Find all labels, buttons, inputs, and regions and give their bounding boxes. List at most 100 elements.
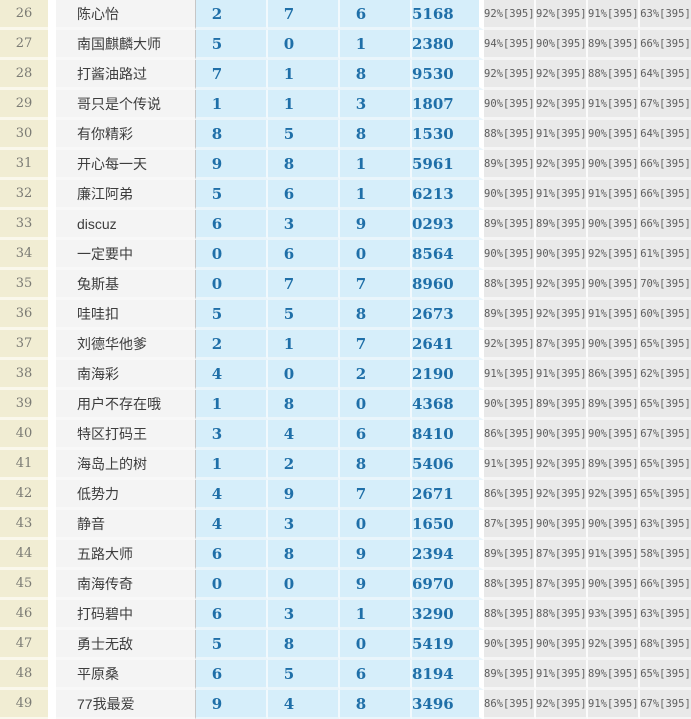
digit-cell: 9: [268, 480, 340, 510]
digit-cell: 1: [268, 60, 340, 90]
percent-cell: 67%[395]: [640, 420, 691, 450]
rank-cell: 37: [0, 330, 48, 360]
percent-cell: 89%[395]: [536, 390, 588, 420]
percent-cell: 90%[395]: [536, 30, 588, 60]
username-cell: 南海传奇: [56, 570, 196, 600]
digit-cell: 8: [268, 540, 340, 570]
digit-cell: 7: [340, 270, 412, 300]
number-cell: 8194: [412, 660, 484, 690]
number-cell: 2190: [412, 360, 484, 390]
table-row: 41 海岛上的树 1 2 8 5406 91%[395] 92%[395] 89…: [0, 450, 691, 480]
percent-cell: 90%[395]: [484, 90, 536, 120]
rank-cell: 34: [0, 240, 48, 270]
column-gap: [48, 540, 56, 570]
rank-cell: 48: [0, 660, 48, 690]
percent-cell: 91%[395]: [484, 360, 536, 390]
digit-cell: 3: [340, 90, 412, 120]
rank-cell: 38: [0, 360, 48, 390]
percent-cell: 65%[395]: [640, 390, 691, 420]
digit-cell: 3: [268, 510, 340, 540]
column-gap: [48, 360, 56, 390]
table-row: 31 开心每一天 9 8 1 5961 89%[395] 92%[395] 90…: [0, 150, 691, 180]
percent-cell: 87%[395]: [484, 510, 536, 540]
username-cell: 特区打码王: [56, 420, 196, 450]
percent-cell: 93%[395]: [588, 600, 640, 630]
column-gap: [48, 120, 56, 150]
percent-cell: 92%[395]: [536, 0, 588, 30]
username-cell: 开心每一天: [56, 150, 196, 180]
digit-cell: 8: [340, 690, 412, 719]
username-cell: 有你精彩: [56, 120, 196, 150]
digit-cell: 0: [268, 570, 340, 600]
percent-cell: 90%[395]: [536, 420, 588, 450]
username-cell: 打酱油路过: [56, 60, 196, 90]
digit-cell: 0: [340, 510, 412, 540]
percent-cell: 91%[395]: [588, 0, 640, 30]
percent-cell: 90%[395]: [536, 240, 588, 270]
percent-cell: 92%[395]: [536, 150, 588, 180]
percent-cell: 91%[395]: [588, 540, 640, 570]
table-row: 44 五路大师 6 8 9 2394 89%[395] 87%[395] 91%…: [0, 540, 691, 570]
digit-cell: 3: [268, 210, 340, 240]
percent-cell: 89%[395]: [588, 660, 640, 690]
username-cell: 一定要中: [56, 240, 196, 270]
number-cell: 1530: [412, 120, 484, 150]
digit-cell: 8: [268, 390, 340, 420]
percent-cell: 91%[395]: [588, 690, 640, 719]
column-gap: [48, 330, 56, 360]
digit-cell: 8: [340, 120, 412, 150]
percent-cell: 88%[395]: [536, 600, 588, 630]
digit-cell: 8: [340, 300, 412, 330]
digit-cell: 5: [196, 300, 268, 330]
digit-cell: 1: [268, 330, 340, 360]
percent-cell: 66%[395]: [640, 570, 691, 600]
percent-cell: 89%[395]: [484, 300, 536, 330]
number-cell: 1650: [412, 510, 484, 540]
percent-cell: 90%[395]: [588, 210, 640, 240]
percent-cell: 91%[395]: [588, 180, 640, 210]
percent-cell: 92%[395]: [536, 60, 588, 90]
number-cell: 5406: [412, 450, 484, 480]
digit-cell: 4: [268, 420, 340, 450]
column-gap: [48, 630, 56, 660]
rank-cell: 43: [0, 510, 48, 540]
digit-cell: 2: [196, 330, 268, 360]
digit-cell: 9: [196, 150, 268, 180]
username-cell: 南国麒麟大师: [56, 30, 196, 60]
digit-cell: 0: [340, 240, 412, 270]
digit-cell: 8: [196, 120, 268, 150]
percent-cell: 89%[395]: [588, 30, 640, 60]
rank-cell: 41: [0, 450, 48, 480]
percent-cell: 66%[395]: [640, 210, 691, 240]
column-gap: [48, 600, 56, 630]
digit-cell: 9: [340, 210, 412, 240]
table-row: 34 一定要中 0 6 0 8564 90%[395] 90%[395] 92%…: [0, 240, 691, 270]
number-cell: 8564: [412, 240, 484, 270]
percent-cell: 86%[395]: [484, 690, 536, 719]
rank-cell: 44: [0, 540, 48, 570]
username-cell: 哇哇扣: [56, 300, 196, 330]
number-cell: 8960: [412, 270, 484, 300]
percent-cell: 90%[395]: [536, 510, 588, 540]
percent-cell: 90%[395]: [484, 390, 536, 420]
number-cell: 4368: [412, 390, 484, 420]
digit-cell: 0: [268, 30, 340, 60]
percent-cell: 92%[395]: [588, 630, 640, 660]
number-cell: 9530: [412, 60, 484, 90]
percent-cell: 70%[395]: [640, 270, 691, 300]
digit-cell: 8: [268, 150, 340, 180]
digit-cell: 5: [268, 660, 340, 690]
percent-cell: 63%[395]: [640, 600, 691, 630]
column-gap: [48, 450, 56, 480]
percent-cell: 90%[395]: [588, 120, 640, 150]
rank-cell: 46: [0, 600, 48, 630]
percent-cell: 88%[395]: [484, 120, 536, 150]
percent-cell: 92%[395]: [484, 330, 536, 360]
number-cell: 5419: [412, 630, 484, 660]
digit-cell: 1: [340, 150, 412, 180]
column-gap: [48, 270, 56, 300]
table-row: 49 77我最爱 9 4 8 3496 86%[395] 92%[395] 91…: [0, 690, 691, 719]
percent-cell: 64%[395]: [640, 60, 691, 90]
percent-cell: 90%[395]: [588, 420, 640, 450]
